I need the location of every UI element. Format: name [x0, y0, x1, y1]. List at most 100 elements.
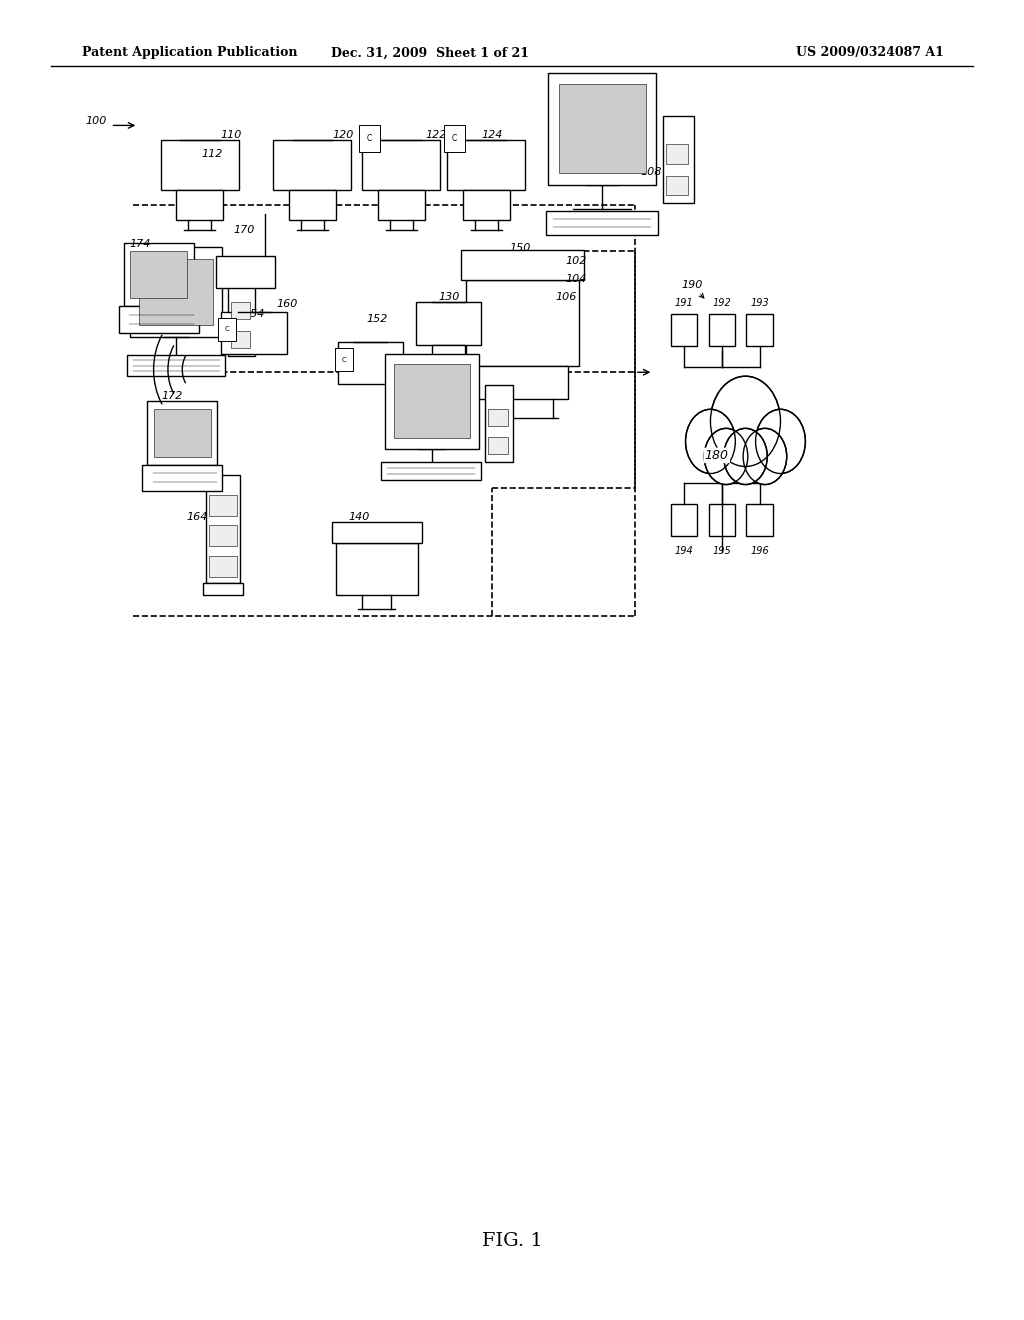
Bar: [416, 302, 481, 345]
Bar: [231, 331, 250, 348]
Bar: [709, 504, 735, 536]
Bar: [216, 256, 275, 288]
Text: 152: 152: [367, 314, 388, 325]
Text: 140: 140: [348, 512, 370, 523]
Bar: [154, 409, 211, 457]
Text: 150: 150: [510, 243, 531, 253]
Bar: [207, 475, 240, 583]
Circle shape: [756, 409, 806, 474]
Text: US 2009/0324087 A1: US 2009/0324087 A1: [797, 46, 944, 59]
Bar: [130, 251, 187, 298]
Bar: [228, 280, 255, 356]
Bar: [161, 140, 239, 190]
Text: 190: 190: [681, 280, 703, 298]
Bar: [210, 525, 238, 546]
Bar: [119, 306, 199, 333]
Text: 106: 106: [555, 292, 577, 302]
Bar: [546, 211, 658, 235]
Circle shape: [711, 376, 780, 466]
Bar: [221, 312, 287, 354]
Bar: [332, 523, 422, 543]
Text: 164: 164: [186, 512, 208, 523]
Bar: [362, 140, 440, 190]
Text: 154: 154: [244, 309, 265, 319]
Text: 122: 122: [425, 129, 446, 140]
Text: 174: 174: [129, 239, 151, 249]
Circle shape: [743, 429, 786, 484]
Text: 104: 104: [565, 273, 587, 284]
Bar: [218, 318, 236, 341]
Bar: [549, 73, 655, 185]
Bar: [559, 84, 645, 173]
Bar: [664, 116, 694, 203]
Text: FIG. 1: FIG. 1: [481, 1232, 543, 1250]
Bar: [358, 125, 380, 153]
Bar: [666, 144, 688, 164]
Text: 192: 192: [713, 297, 731, 308]
Text: 194: 194: [675, 546, 693, 557]
Text: 195: 195: [713, 546, 731, 557]
Text: 110: 110: [220, 129, 242, 140]
Text: 112: 112: [202, 149, 223, 160]
Bar: [273, 140, 351, 190]
Text: C: C: [367, 135, 372, 144]
Text: 172: 172: [162, 391, 183, 401]
Bar: [671, 504, 697, 536]
Bar: [447, 140, 525, 190]
Bar: [671, 314, 697, 346]
Bar: [385, 354, 479, 449]
Circle shape: [685, 409, 735, 474]
Bar: [461, 249, 584, 280]
Text: 196: 196: [751, 546, 769, 557]
Bar: [476, 366, 568, 399]
Text: Patent Application Publication: Patent Application Publication: [82, 46, 297, 59]
Bar: [432, 345, 465, 366]
Text: C: C: [452, 135, 457, 144]
Bar: [289, 190, 336, 220]
Bar: [336, 543, 418, 595]
Bar: [746, 504, 773, 536]
Bar: [231, 302, 250, 319]
Bar: [378, 190, 425, 220]
Text: 193: 193: [751, 297, 769, 308]
Circle shape: [705, 429, 748, 484]
Bar: [485, 385, 513, 462]
Text: C: C: [224, 326, 229, 333]
Bar: [203, 583, 244, 595]
Bar: [746, 314, 773, 346]
Bar: [124, 243, 194, 306]
Bar: [210, 495, 238, 516]
Bar: [176, 190, 223, 220]
Bar: [666, 176, 688, 195]
Bar: [394, 364, 470, 438]
Text: Dec. 31, 2009  Sheet 1 of 21: Dec. 31, 2009 Sheet 1 of 21: [331, 46, 529, 59]
Text: 191: 191: [675, 297, 693, 308]
Bar: [142, 465, 222, 491]
Text: 180: 180: [705, 449, 729, 462]
Text: 160: 160: [276, 298, 298, 309]
Text: C: C: [341, 356, 346, 363]
Bar: [488, 437, 508, 454]
Bar: [130, 247, 222, 337]
Text: 108: 108: [640, 166, 662, 177]
Bar: [147, 401, 217, 465]
Bar: [335, 348, 352, 371]
Text: 130: 130: [438, 292, 460, 302]
Bar: [139, 259, 213, 325]
Bar: [463, 190, 510, 220]
Circle shape: [724, 429, 767, 484]
Text: 124: 124: [481, 129, 503, 140]
Bar: [127, 355, 224, 376]
Bar: [709, 314, 735, 346]
Bar: [443, 125, 465, 153]
Bar: [338, 342, 403, 384]
Text: 102: 102: [565, 256, 587, 267]
Text: 100: 100: [85, 116, 106, 127]
Text: 170: 170: [233, 224, 255, 235]
Bar: [466, 280, 579, 366]
Text: 120: 120: [333, 129, 354, 140]
Bar: [381, 462, 481, 480]
Bar: [488, 409, 508, 426]
Text: 109: 109: [397, 407, 419, 417]
Bar: [210, 556, 238, 577]
